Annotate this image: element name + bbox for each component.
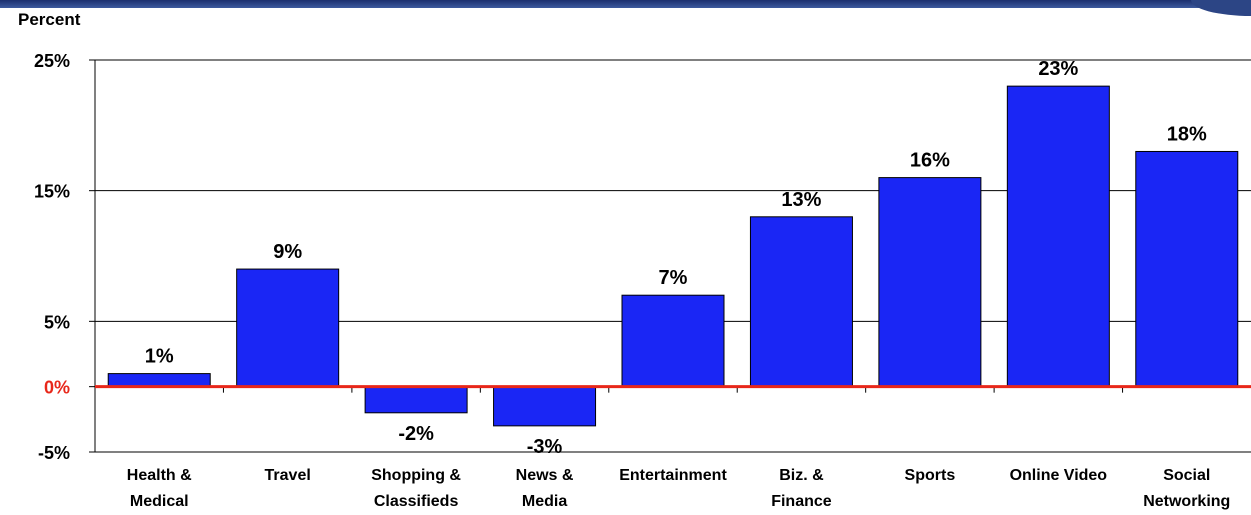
x-category-label: Entertainment [619,467,727,484]
data-label: 13% [781,189,821,211]
bar [364,386,468,414]
data-label: 9% [273,241,302,263]
bar [236,268,340,388]
y-tick-label: -5% [38,443,70,463]
data-label: 16% [910,150,950,172]
x-category-label: Online Video [1010,467,1108,484]
x-category-label: Travel [265,467,311,484]
x-category-label: Health & [127,467,192,484]
bar [1006,85,1110,388]
bar [107,373,211,388]
y-tick-label: 5% [44,312,70,332]
data-label: -2% [398,423,434,445]
x-category-label: Networking [1143,493,1230,510]
x-category-label: Biz. & [779,467,824,484]
x-category-label: Classifieds [374,493,459,510]
x-category-label: Finance [771,493,832,510]
y-axis-title: Percent [18,10,81,29]
y-tick-label: 15% [34,182,70,202]
x-category-label: Media [522,493,567,510]
bar [749,216,853,388]
x-category-label: Shopping & [371,467,461,484]
y-tick-label: 0% [44,378,70,398]
x-category-label: Social [1163,467,1210,484]
header-band [0,0,1251,8]
y-tick-label: 25% [34,51,70,71]
data-label: 18% [1167,123,1207,145]
data-label: -3% [527,436,563,458]
x-category-label: Sports [905,467,956,484]
bar [1135,150,1239,388]
bar [878,177,982,388]
bar [493,386,597,427]
bar [621,294,725,388]
data-label: 23% [1038,58,1078,80]
x-category-label: Medical [130,493,189,510]
data-label: 7% [659,267,688,289]
x-category-label: News & [516,467,574,484]
data-label: 1% [145,346,174,368]
